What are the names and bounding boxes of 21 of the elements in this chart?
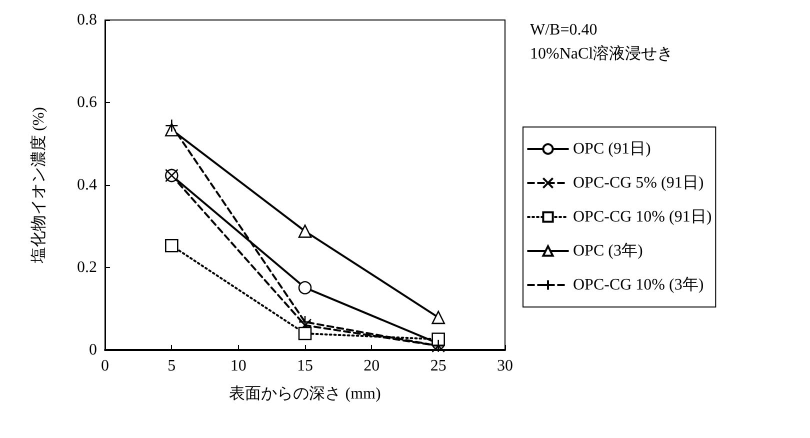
x-tick-label: 30 <box>497 358 513 374</box>
text: 10%NaCl溶液浸せき <box>530 44 674 62</box>
y-tick-label: 0 <box>89 342 97 358</box>
legend-label: OPC-CG 10% (3年) <box>573 276 704 294</box>
y-axis-title: 塩化物イオン濃度 (%) <box>30 107 48 264</box>
x-tick-label: 5 <box>168 358 176 374</box>
x-tick-label: 0 <box>101 358 109 374</box>
x-tick-label: 25 <box>430 358 446 374</box>
legend-label: OPC (91日) <box>573 140 651 158</box>
y-tick-label: 0.4 <box>77 176 97 194</box>
x-tick-label: 10 <box>230 358 246 374</box>
legend-label: OPC-CG 5% (91日) <box>573 174 704 192</box>
legend-label: OPC (3年) <box>573 242 643 260</box>
x-tick-label: 20 <box>364 358 380 374</box>
legend-label: OPC-CG 10% (91日) <box>573 208 712 226</box>
y-tick-label: 0.8 <box>77 12 97 28</box>
text: W/B=0.40 <box>530 22 598 38</box>
x-tick-label: 15 <box>297 358 313 374</box>
x-axis-title: 表面からの深さ (mm) <box>229 384 381 402</box>
y-tick-label: 0.2 <box>77 259 97 276</box>
y-tick-label: 0.6 <box>77 94 97 111</box>
